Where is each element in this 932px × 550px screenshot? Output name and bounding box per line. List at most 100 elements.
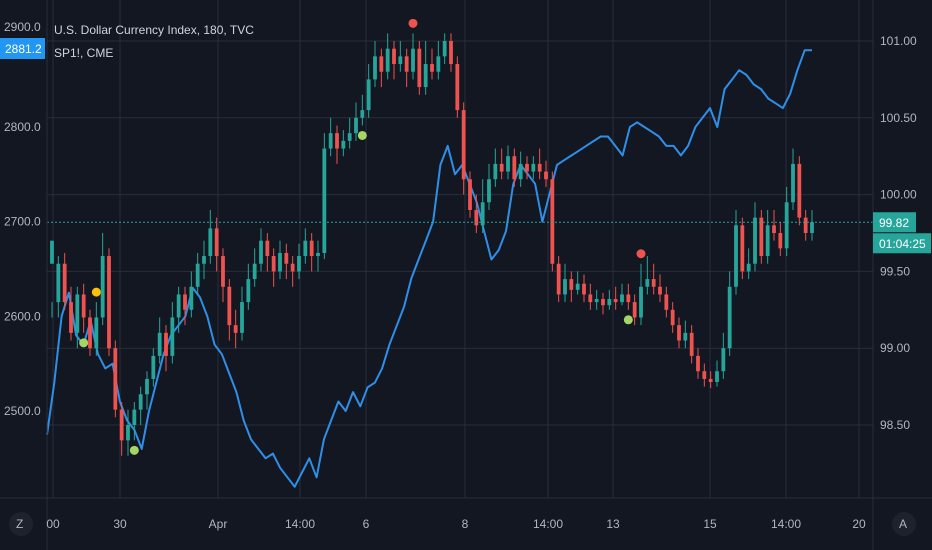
left-current-badge: 2881.2 [0, 38, 45, 59]
candle-body-69 [487, 179, 491, 203]
candle-50 [366, 64, 371, 118]
candle-body-3 [69, 302, 73, 333]
candle-86 [594, 289, 599, 310]
candle-73 [512, 148, 517, 187]
candle-body-80 [556, 263, 561, 295]
candle-body-99 [677, 325, 681, 341]
candle-116 [784, 186, 789, 257]
candle-101 [689, 325, 694, 364]
candle-body-18 [164, 332, 168, 356]
left-button-bg[interactable] [9, 512, 33, 536]
candle-body-34 [265, 240, 270, 257]
candle-body-71 [499, 163, 504, 172]
right-button-bg[interactable] [892, 512, 916, 536]
candle-102 [696, 348, 700, 379]
candle-17 [157, 317, 162, 364]
candle-18 [164, 325, 168, 372]
candle-body-84 [582, 283, 586, 295]
candle-body-74 [518, 163, 523, 180]
candle-24 [202, 240, 206, 280]
time-axis-label-6: 14:00 [533, 517, 563, 531]
candle-body-117 [791, 163, 795, 203]
right-price-axis[interactable]: 101.00 100.50 100.00 99.50 99.00 98.50 [880, 34, 917, 432]
right-badge-countdown-bg [873, 233, 931, 254]
candle-body-25 [208, 228, 213, 257]
candle-85 [588, 283, 593, 310]
auto-scale-left-button[interactable]: Z [9, 512, 33, 536]
right-axis-label-3: 99.50 [880, 264, 910, 278]
candle-body-58 [417, 48, 422, 88]
candle-body-79 [550, 179, 555, 264]
candle-25 [208, 209, 213, 264]
candle-81 [563, 263, 567, 303]
right-badge-price-bg [873, 212, 916, 233]
candle-body-87 [601, 299, 605, 306]
candle-body-63 [449, 41, 453, 65]
auto-scale-right-button[interactable]: A [892, 512, 916, 536]
candle-105 [715, 360, 719, 387]
candle-body-53 [385, 48, 390, 72]
candle-body-20 [176, 294, 181, 318]
candle-77 [537, 148, 542, 180]
candle-body-78 [544, 171, 548, 180]
candle-body-82 [569, 279, 574, 290]
candle-body-110 [746, 263, 751, 272]
left-price-axis[interactable]: 2900.0 2800.0 2700.0 2600.0 2500.0 [4, 20, 41, 418]
candle-body-22 [189, 286, 194, 310]
candle-body-42 [316, 252, 320, 257]
candle-body-73 [512, 156, 517, 180]
candle-body-9 [107, 256, 111, 349]
candle-body-17 [157, 332, 162, 356]
candle-83 [575, 271, 580, 295]
candle-64 [455, 56, 460, 118]
candle-body-43 [322, 148, 327, 253]
candle-15 [145, 371, 149, 410]
compare-line [46, 49, 812, 488]
candle-74 [518, 151, 523, 187]
candle-82 [569, 271, 574, 303]
candle-body-64 [455, 64, 460, 111]
candle-54 [392, 41, 396, 80]
candle-62 [442, 33, 447, 65]
candles-dxy [50, 33, 814, 456]
candle-12 [126, 409, 130, 456]
candle-2 [62, 252, 67, 310]
candle-8 [100, 233, 105, 326]
candle-69 [487, 163, 491, 210]
candle-99 [677, 317, 681, 349]
signal-dot-red-0 [408, 18, 418, 28]
candle-body-8 [100, 256, 105, 318]
candle-60 [430, 48, 434, 80]
candle-19 [170, 302, 175, 364]
right-current-badge: 99.82 01:04:25 [873, 212, 931, 254]
time-axis-label-5: 8 [462, 517, 469, 531]
candle-88 [607, 289, 612, 310]
candle-body-72 [506, 156, 510, 172]
candle-body-90 [620, 294, 624, 303]
candle-body-62 [442, 41, 447, 57]
candle-body-27 [221, 256, 225, 287]
time-axis[interactable]: 00 30 Apr 14:00 6 8 14:00 13 15 14:00 20 [46, 517, 866, 531]
candle-13 [132, 401, 137, 441]
candle-body-14 [138, 394, 143, 410]
candle-body-44 [328, 133, 333, 149]
candle-body-106 [721, 348, 726, 372]
candle-3 [69, 286, 73, 341]
legend-main-title[interactable]: U.S. Dollar Currency Index, 180, TVC [54, 23, 254, 37]
signal-dot-green-5 [623, 315, 633, 325]
candle-body-55 [398, 56, 403, 65]
left-axis-label-3: 2500.0 [4, 404, 41, 418]
legend-compare-title[interactable]: SP1!, CME [54, 46, 113, 60]
time-axis-label-2: Apr [209, 517, 228, 531]
candle-body-38 [290, 263, 295, 272]
candle-body-114 [772, 225, 776, 233]
candle-9 [107, 248, 111, 356]
candle-body-95 [651, 279, 656, 287]
candle-61 [436, 41, 441, 80]
candle-0 [50, 240, 54, 318]
candle-body-76 [531, 163, 536, 172]
candle-111 [753, 202, 757, 272]
candle-34 [265, 233, 270, 272]
candle-38 [290, 256, 295, 287]
